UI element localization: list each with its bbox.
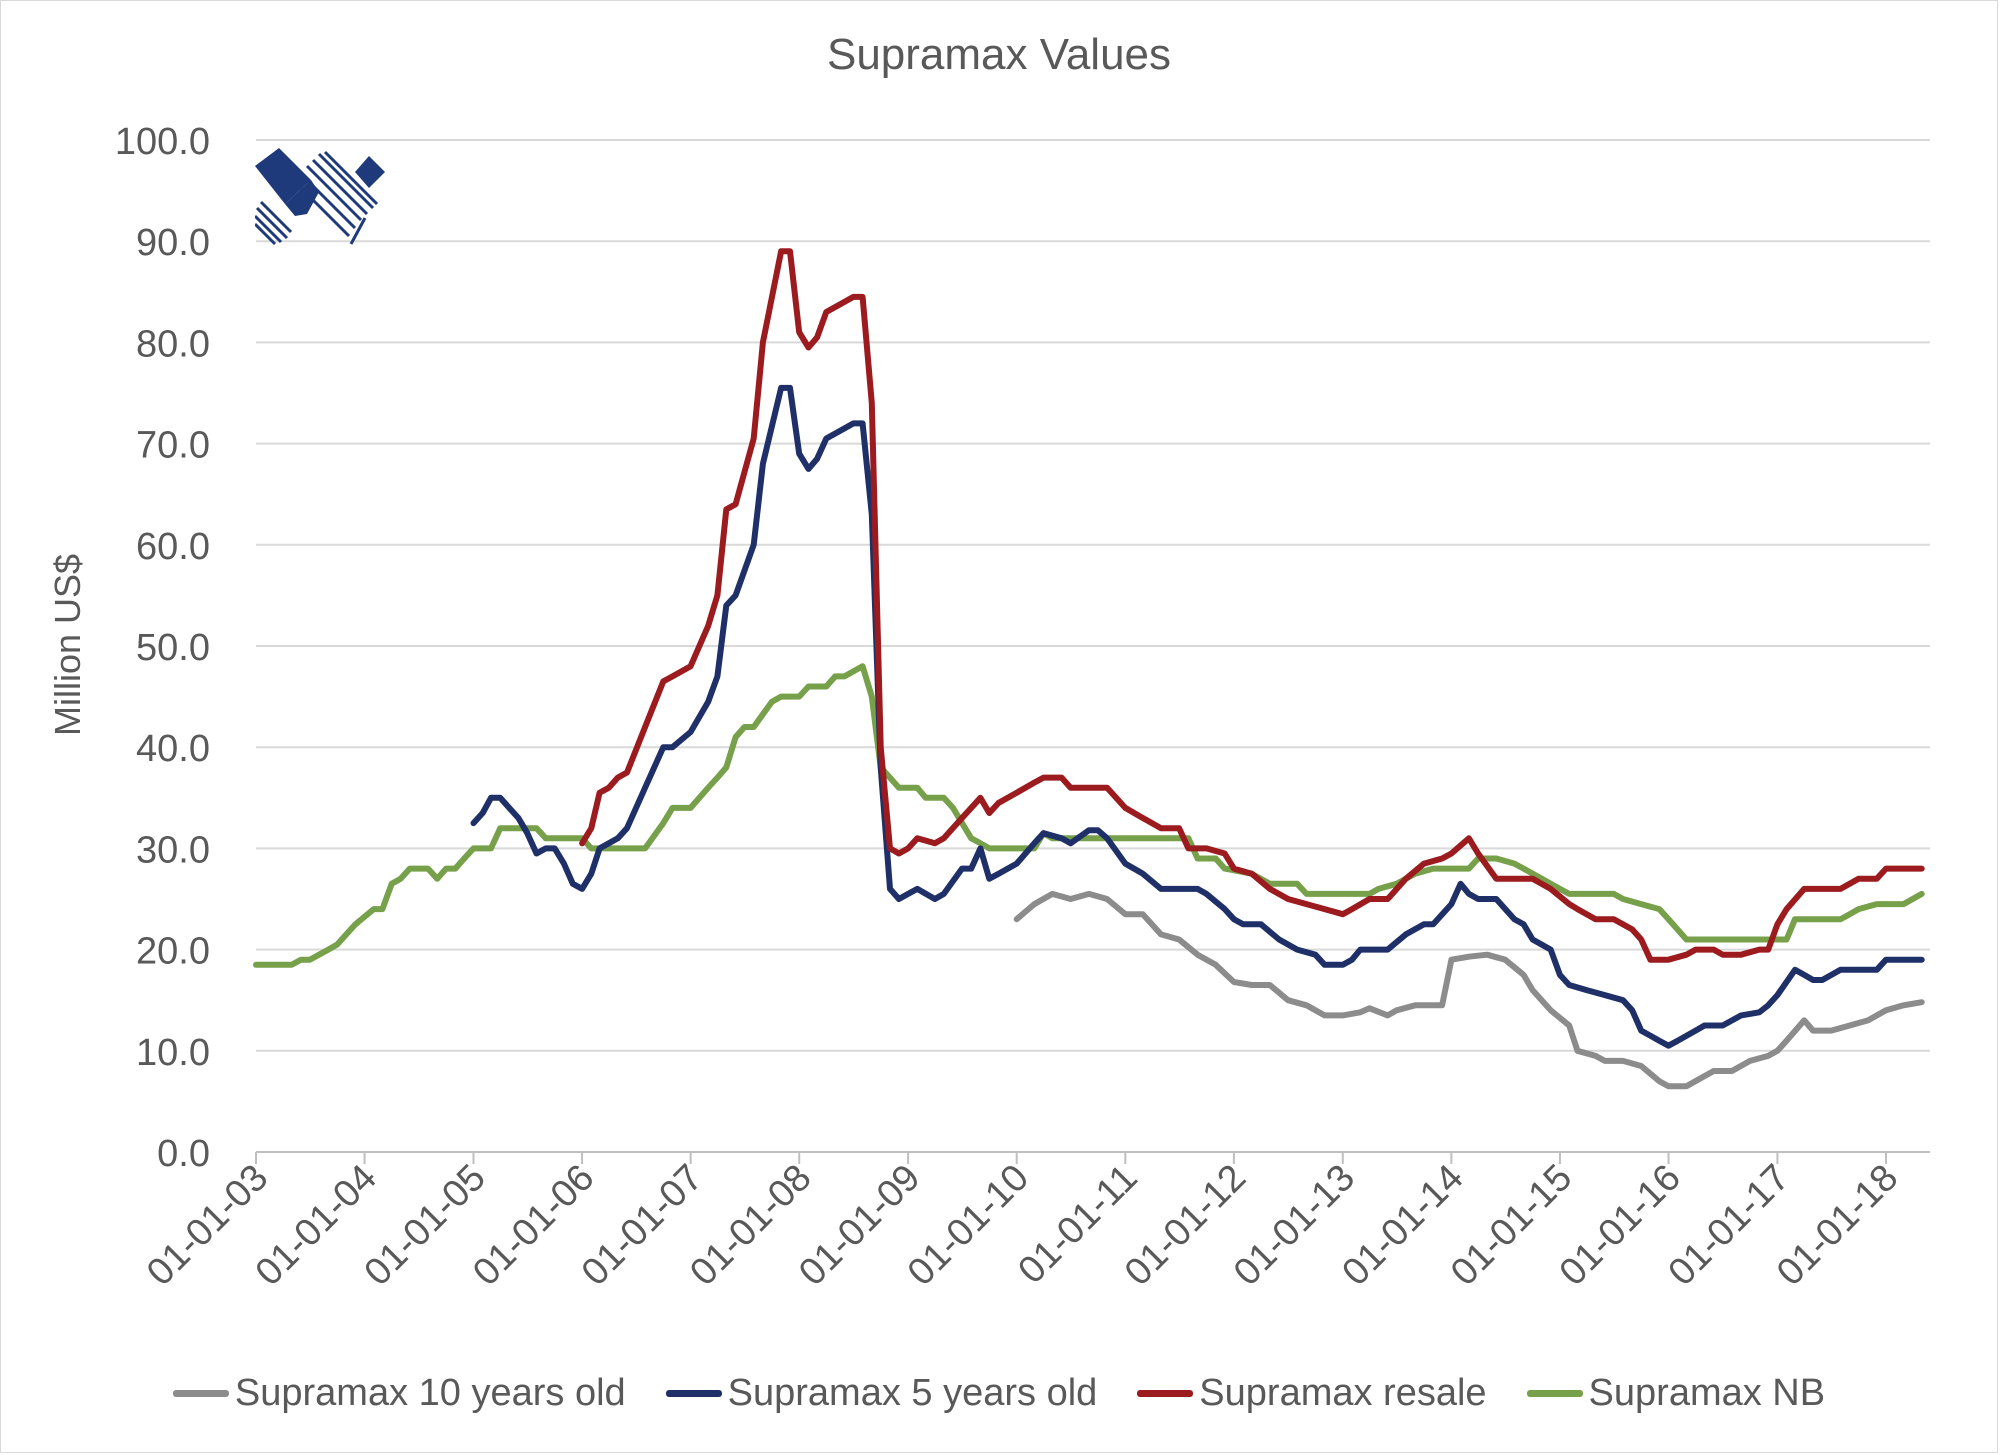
chart-title: Supramax Values <box>826 30 1172 79</box>
legend-item: Supramax 5 years old <box>665 1372 1098 1415</box>
legend-swatch <box>1137 1390 1194 1397</box>
legend-item: Supramax NB <box>1526 1372 1826 1415</box>
series-line-supramax-5-years-old <box>470 384 1925 1049</box>
x-axis <box>255 1151 1930 1164</box>
y-tick-label: 30.0 <box>136 829 210 871</box>
y-tick-label: 100.0 <box>115 121 210 163</box>
y-tick-label: 60.0 <box>136 526 210 568</box>
y-tick-label: 80.0 <box>136 323 210 365</box>
company-logo <box>255 148 385 246</box>
y-tick-label: 10.0 <box>136 1032 210 1074</box>
legend: Supramax 10 years old Supramax 5 years ol… <box>0 1372 1998 1415</box>
y-tick-label: 20.0 <box>136 931 210 973</box>
legend-label: Supramax 5 years old <box>727 1372 1098 1414</box>
y-tick-label: 0.0 <box>157 1133 210 1175</box>
x-tick-label: 01-01-18 <box>1769 1157 1906 1294</box>
y-tick-label: 90.0 <box>136 222 210 264</box>
legend-item: Supramax 10 years old <box>172 1372 626 1415</box>
y-tick-label: 50.0 <box>136 627 210 669</box>
legend-swatch <box>665 1390 722 1397</box>
legend-label: Supramax NB <box>1588 1372 1826 1414</box>
y-tick-label: 40.0 <box>136 728 210 770</box>
legend-swatch <box>1526 1390 1583 1397</box>
y-tick-label: 70.0 <box>136 425 210 467</box>
legend-item: Supramax resale <box>1137 1372 1487 1415</box>
series-line-supramax-10-years-old <box>1013 890 1925 1090</box>
gridlines <box>256 139 1930 1052</box>
series-line-supramax-nb <box>253 663 1925 968</box>
legend-label: Supramax resale <box>1199 1372 1487 1414</box>
y-axis: 0.0 10.0 20.0 30.0 40.0 50.0 60.0 70.0 80.0 90.0 1… <box>115 121 210 1175</box>
x-tick-label: 01-01-10 <box>900 1157 1037 1294</box>
legend-swatch <box>172 1390 229 1397</box>
y-axis-label-text: Million US$ <box>47 553 88 737</box>
x-tick-labels: 01-01-0301-01-0401-01-0501-01-0601-01-07… <box>139 1157 1906 1294</box>
legend-label: Supramax 10 years old <box>234 1372 626 1414</box>
series-lines <box>253 248 1925 1090</box>
series-line-supramax-resale <box>579 248 1925 963</box>
